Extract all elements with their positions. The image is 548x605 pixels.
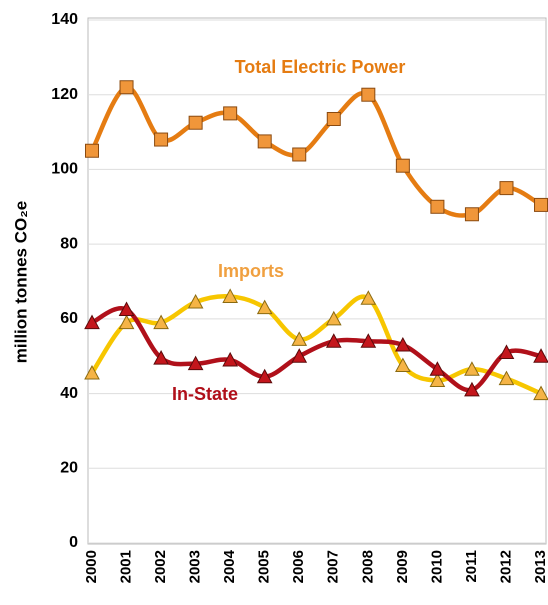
marker — [361, 87, 376, 102]
y-axis-label: million tonnes CO₂e — [11, 201, 30, 363]
marker — [118, 314, 135, 330]
marker — [325, 333, 342, 348]
x-tick-label: 2005 — [256, 550, 273, 583]
marker — [118, 301, 135, 317]
marker — [534, 197, 548, 212]
x-tick-label: 2010 — [428, 550, 445, 583]
x-tick-label: 2001 — [118, 550, 135, 583]
marker — [291, 331, 308, 346]
marker — [498, 370, 515, 386]
marker — [85, 143, 99, 158]
x-tick-label: 2006 — [290, 550, 307, 583]
marker — [153, 314, 169, 330]
marker — [464, 381, 480, 397]
x-tick-label: 2004 — [221, 549, 238, 583]
series-label: Total Electric Power — [235, 57, 406, 77]
y-tick-label: 80 — [60, 235, 78, 252]
marker — [291, 348, 308, 363]
marker — [395, 357, 411, 373]
series-label: Imports — [218, 261, 284, 281]
plot-area — [87, 17, 547, 545]
y-tick-label: 40 — [60, 385, 78, 402]
y-tick-label: 140 — [51, 11, 78, 28]
x-tick-label: 2008 — [359, 550, 376, 583]
marker — [154, 132, 169, 147]
x-tick-label: 2002 — [152, 550, 169, 583]
x-tick-label: 2003 — [187, 550, 204, 583]
marker — [429, 361, 446, 376]
marker — [326, 111, 341, 126]
y-tick-label: 0 — [69, 534, 78, 551]
marker — [325, 310, 342, 326]
marker — [187, 355, 204, 371]
marker — [292, 147, 307, 162]
marker — [464, 361, 480, 376]
marker — [498, 344, 515, 359]
marker — [533, 348, 548, 363]
marker — [533, 385, 548, 401]
marker — [430, 199, 445, 214]
marker — [119, 80, 134, 95]
x-tick-label: 2012 — [497, 550, 514, 583]
marker — [257, 134, 272, 149]
marker — [223, 106, 238, 121]
y-tick-label: 20 — [60, 460, 78, 477]
marker — [429, 372, 446, 387]
marker — [464, 207, 479, 222]
x-tick-label: 2011 — [463, 550, 480, 583]
marker — [360, 290, 377, 305]
marker — [256, 299, 273, 315]
marker — [153, 350, 169, 365]
marker — [84, 364, 100, 380]
x-tick-label: 2000 — [83, 550, 100, 583]
x-tick-label: 2013 — [532, 550, 548, 583]
marker — [395, 336, 411, 352]
marker — [360, 333, 377, 348]
y-tick-label: 60 — [60, 310, 78, 327]
series-label: In-State — [172, 384, 238, 404]
marker — [222, 288, 238, 303]
x-tick-label: 2007 — [325, 550, 342, 583]
marker — [222, 351, 238, 367]
x-tick-label: 2009 — [394, 550, 411, 583]
marker — [499, 181, 514, 196]
marker — [188, 115, 203, 130]
y-tick-label: 120 — [51, 86, 78, 103]
marker — [84, 314, 100, 330]
marker — [256, 368, 273, 384]
y-tick-label: 100 — [51, 161, 78, 178]
marker — [395, 158, 410, 173]
marker — [187, 293, 204, 309]
